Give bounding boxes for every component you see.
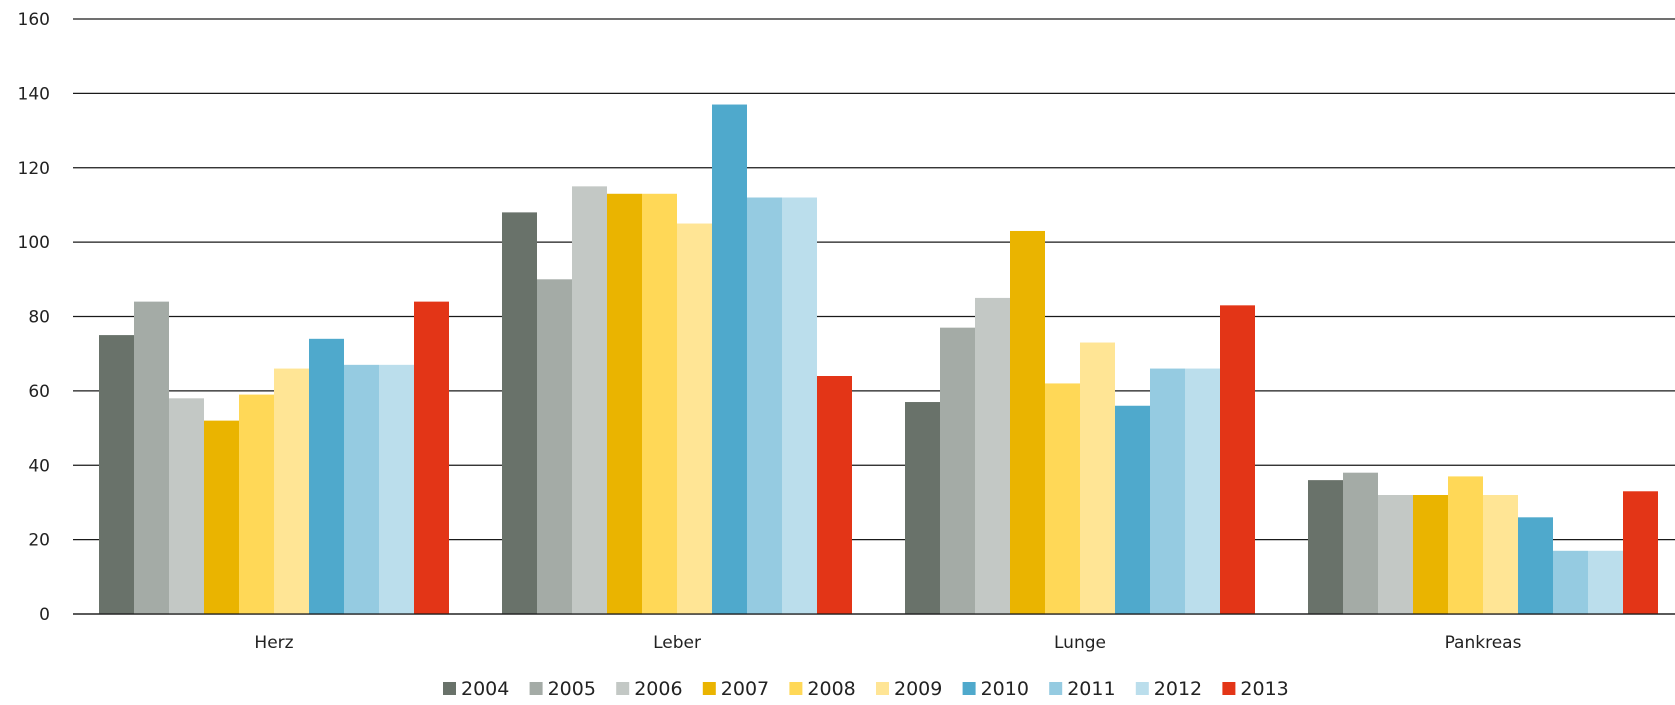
legend-swatch — [789, 682, 803, 695]
bar-lunge-2012 — [1185, 368, 1220, 614]
legend-item-2013: 2013 — [1222, 678, 1289, 700]
bar-herz-2013 — [414, 301, 449, 614]
bar-pankreas-2004 — [1308, 480, 1343, 614]
bar-herz-2012 — [379, 364, 414, 614]
legend-swatch — [962, 682, 976, 695]
legend-label: 2005 — [548, 678, 596, 700]
x-category-label: Leber — [653, 633, 701, 653]
bars — [73, 104, 1675, 615]
legend-label: 2013 — [1240, 678, 1288, 700]
legend-item-2011: 2011 — [1049, 678, 1116, 700]
bar-herz-2008 — [239, 394, 274, 614]
bar-group-leber — [502, 104, 852, 614]
bar-leber-2005 — [537, 279, 572, 614]
bar-group-herz — [99, 301, 449, 614]
bar-herz-2009 — [274, 368, 309, 614]
legend-item-2005: 2005 — [529, 678, 596, 700]
x-axis-categories: Herz Leber Lunge Pankreas — [254, 633, 1521, 653]
legend-swatch — [702, 682, 716, 695]
legend-label: 2010 — [981, 678, 1029, 700]
legend-swatch — [443, 682, 456, 695]
y-tick-label: 100 — [18, 233, 50, 253]
bar-pankreas-2006 — [1378, 495, 1413, 614]
bar-leber-2013 — [817, 376, 852, 614]
legend-label: 2011 — [1067, 678, 1115, 700]
x-category-label: Pankreas — [1445, 633, 1522, 653]
bar-leber-2004 — [502, 212, 537, 614]
y-tick-label: 120 — [18, 159, 50, 179]
x-category-label: Lunge — [1054, 633, 1106, 653]
bar-leber-2012 — [782, 197, 817, 614]
bar-herz-2010 — [309, 338, 344, 614]
legend-label: 2008 — [807, 678, 855, 700]
legend-swatch — [529, 682, 543, 695]
bar-group-lunge — [905, 230, 1255, 614]
legend-swatch — [876, 682, 889, 695]
bar-herz-2007 — [204, 420, 239, 614]
bar-pankreas-2013 — [1623, 491, 1658, 614]
y-tick-label: 140 — [18, 84, 50, 104]
bar-leber-2009 — [677, 223, 712, 614]
bar-leber-2011 — [747, 197, 782, 614]
bar-pankreas-2012 — [1588, 550, 1623, 614]
bar-herz-2004 — [99, 335, 134, 614]
x-category-label: Herz — [254, 633, 293, 653]
bar-lunge-2013 — [1220, 305, 1255, 614]
legend-label: 2006 — [634, 678, 682, 700]
y-tick-label: 40 — [28, 456, 50, 476]
legend-label: 2004 — [461, 678, 509, 700]
bar-pankreas-2009 — [1483, 495, 1518, 614]
bar-herz-2011 — [344, 364, 379, 614]
bar-leber-2006 — [572, 186, 607, 614]
legend-swatch — [1049, 682, 1063, 695]
y-axis-ticks: 0 20 40 60 80 100 120 140 160 — [18, 10, 50, 625]
bar-lunge-2010 — [1115, 405, 1150, 614]
bar-lunge-2005 — [940, 327, 975, 614]
bar-leber-2010 — [712, 104, 747, 614]
bar-herz-2006 — [169, 398, 204, 614]
bar-group-pankreas — [1308, 472, 1658, 614]
legend-swatch — [1222, 682, 1236, 695]
bar-pankreas-2007 — [1413, 495, 1448, 614]
legend-item-2010: 2010 — [962, 678, 1029, 700]
y-tick-label: 160 — [18, 10, 50, 30]
legend-swatch — [616, 682, 630, 695]
bar-pankreas-2008 — [1448, 476, 1483, 614]
legend-item-2006: 2006 — [616, 678, 683, 700]
bar-lunge-2007 — [1010, 230, 1045, 614]
y-tick-label: 0 — [39, 605, 50, 625]
bar-lunge-2008 — [1045, 383, 1080, 614]
y-tick-label: 60 — [28, 382, 50, 402]
bar-lunge-2006 — [975, 297, 1010, 614]
bar-lunge-2004 — [905, 402, 940, 614]
legend-item-2007: 2007 — [702, 678, 769, 700]
bar-lunge-2009 — [1080, 342, 1115, 614]
y-tick-label: 20 — [28, 531, 50, 551]
bar-leber-2007 — [607, 193, 642, 614]
legend-label: 2009 — [894, 678, 942, 700]
legend-label: 2012 — [1154, 678, 1202, 700]
legend-label: 2007 — [721, 678, 769, 700]
legend: 2004 2005 2006 2007 2008 2009 2010 2011 2012 2013 — [443, 678, 1289, 700]
bar-leber-2008 — [642, 193, 677, 614]
legend-swatch — [1135, 682, 1149, 695]
bar-pankreas-2005 — [1343, 472, 1378, 614]
bar-pankreas-2011 — [1553, 550, 1588, 614]
legend-item-2012: 2012 — [1135, 678, 1202, 700]
legend-item-2009: 2009 — [876, 678, 942, 700]
bar-lunge-2011 — [1150, 368, 1185, 614]
bar-pankreas-2010 — [1518, 517, 1553, 614]
bar-herz-2005 — [134, 301, 169, 614]
legend-item-2008: 2008 — [789, 678, 856, 700]
y-tick-label: 80 — [28, 308, 50, 328]
legend-item-2004: 2004 — [443, 678, 509, 700]
